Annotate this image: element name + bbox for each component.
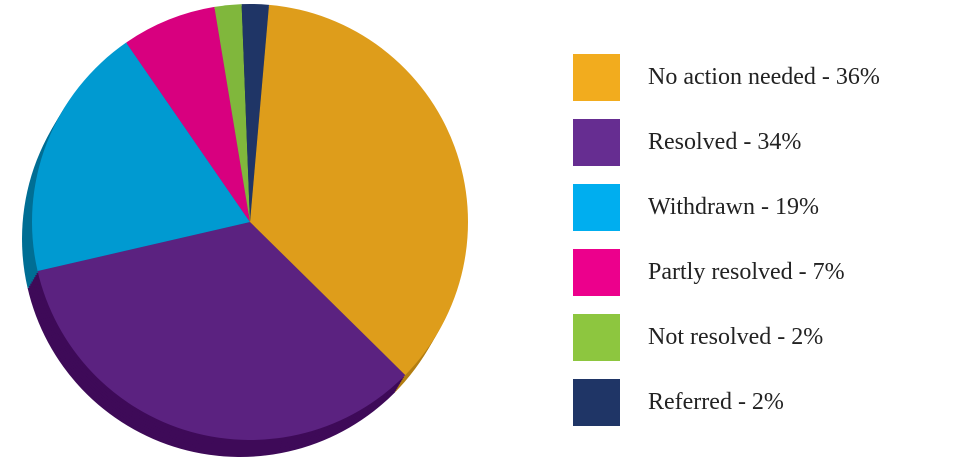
legend-item-not-resolved: Not resolved - 2%	[573, 314, 880, 361]
legend-label: Referred - 2%	[648, 389, 784, 415]
legend-label: Partly resolved - 7%	[648, 259, 845, 285]
legend-label: Resolved - 34%	[648, 129, 802, 155]
pie-slice-5	[241, 3, 269, 222]
legend-item-withdrawn: Withdrawn - 19%	[573, 184, 880, 231]
pie-slice-4	[214, 4, 250, 222]
legend-label: No action needed - 36%	[648, 64, 880, 90]
legend-label: Withdrawn - 19%	[648, 194, 819, 220]
legend-swatch	[573, 184, 620, 231]
pie-slice-3	[126, 6, 250, 223]
legend-swatch	[573, 54, 620, 101]
legend-item-no-action-needed: No action needed - 36%	[573, 54, 880, 101]
legend-swatch	[573, 119, 620, 166]
legend-item-partly-resolved: Partly resolved - 7%	[573, 249, 880, 296]
pie-top-face	[32, 3, 468, 440]
pie-slice-1	[37, 222, 406, 440]
legend-swatch	[573, 249, 620, 296]
legend: No action needed - 36% Resolved - 34% Wi…	[573, 54, 880, 444]
legend-swatch	[573, 314, 620, 361]
legend-item-resolved: Resolved - 34%	[573, 119, 880, 166]
legend-label: Not resolved - 2%	[648, 324, 824, 350]
pie-slice-2	[32, 42, 250, 272]
legend-item-referred: Referred - 2%	[573, 379, 880, 426]
pie-slice-0	[250, 4, 468, 376]
legend-swatch	[573, 379, 620, 426]
